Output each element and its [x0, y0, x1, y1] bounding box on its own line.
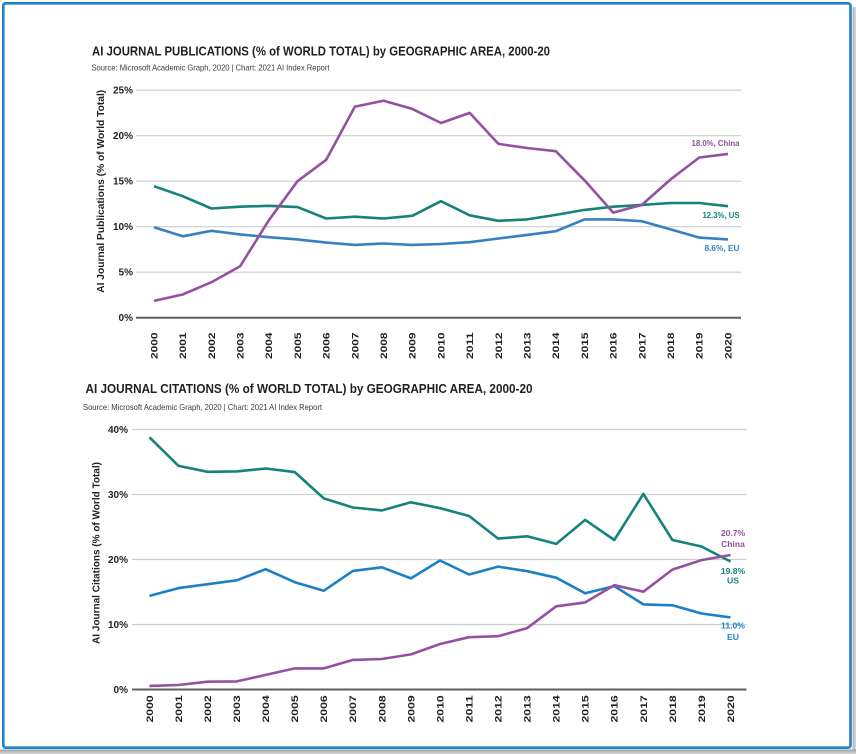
- svg-text:AI JOURNAL PUBLICATIONS (% of: AI JOURNAL PUBLICATIONS (% of WORLD TOTA…: [92, 45, 550, 59]
- svg-text:2007: 2007: [350, 333, 361, 360]
- svg-text:EU: EU: [727, 632, 739, 642]
- svg-text:2001: 2001: [178, 332, 189, 359]
- svg-text:Source: Microsoft Academic Gra: Source: Microsoft Academic Graph, 2020 |…: [92, 62, 331, 72]
- svg-text:2001: 2001: [174, 694, 185, 722]
- svg-text:2008: 2008: [377, 694, 388, 722]
- svg-text:2005: 2005: [290, 694, 301, 722]
- svg-text:AI Journal Publications (% of: AI Journal Publications (% of World Tota…: [96, 90, 107, 293]
- svg-text:2014: 2014: [552, 694, 563, 722]
- svg-text:2003: 2003: [232, 695, 243, 722]
- svg-text:2013: 2013: [523, 333, 534, 360]
- svg-text:2011: 2011: [465, 332, 476, 359]
- svg-text:2011: 2011: [464, 694, 475, 722]
- svg-text:2012: 2012: [494, 695, 505, 722]
- svg-text:11.0%: 11.0%: [721, 621, 745, 631]
- svg-text:19.8%: 19.8%: [721, 566, 746, 576]
- svg-text:20%: 20%: [113, 131, 133, 142]
- svg-text:2010: 2010: [436, 333, 447, 360]
- svg-text:25%: 25%: [113, 86, 133, 97]
- svg-text:2004: 2004: [261, 694, 272, 722]
- svg-text:20%: 20%: [108, 555, 128, 566]
- svg-text:20.7%: 20.7%: [721, 528, 746, 538]
- svg-text:15%: 15%: [113, 177, 133, 188]
- svg-text:AI Journal Citations (% of Wor: AI Journal Citations (% of World Total): [92, 462, 103, 644]
- svg-text:40%: 40%: [108, 425, 128, 436]
- svg-text:2006: 2006: [322, 333, 333, 360]
- svg-text:2013: 2013: [523, 695, 534, 722]
- svg-text:2004: 2004: [264, 332, 275, 359]
- svg-text:2018: 2018: [668, 694, 679, 722]
- svg-text:18.0%, China: 18.0%, China: [692, 138, 740, 148]
- svg-text:AI JOURNAL CITATIONS (% of WOR: AI JOURNAL CITATIONS (% of WORLD TOTAL) …: [86, 382, 533, 396]
- svg-text:2017: 2017: [637, 333, 648, 360]
- svg-text:2019: 2019: [697, 695, 708, 722]
- svg-text:0%: 0%: [114, 685, 129, 696]
- svg-text:0%: 0%: [119, 313, 134, 324]
- svg-text:2000: 2000: [145, 695, 156, 722]
- svg-text:10%: 10%: [113, 222, 133, 233]
- svg-text:2015: 2015: [580, 332, 591, 359]
- svg-text:2020: 2020: [726, 695, 737, 722]
- svg-text:2019: 2019: [695, 333, 706, 360]
- svg-text:8.6%, EU: 8.6%, EU: [705, 243, 740, 253]
- svg-text:2016: 2016: [610, 695, 621, 722]
- svg-text:2020: 2020: [723, 333, 734, 360]
- svg-text:2017: 2017: [639, 695, 650, 722]
- svg-text:12.3%, US: 12.3%, US: [703, 210, 740, 220]
- svg-text:2009: 2009: [408, 333, 419, 360]
- svg-text:2005: 2005: [293, 332, 304, 359]
- svg-text:2018: 2018: [666, 332, 677, 359]
- svg-text:2002: 2002: [203, 695, 214, 722]
- svg-text:2003: 2003: [236, 333, 247, 360]
- svg-text:2015: 2015: [581, 694, 592, 722]
- svg-text:30%: 30%: [108, 490, 128, 501]
- svg-text:2002: 2002: [207, 333, 218, 360]
- svg-text:Source: Microsoft Academic Gra: Source: Microsoft Academic Graph, 2020 |…: [83, 402, 323, 412]
- svg-text:2012: 2012: [494, 333, 505, 360]
- svg-text:2016: 2016: [609, 333, 620, 360]
- svg-text:2014: 2014: [551, 332, 562, 359]
- svg-text:2000: 2000: [149, 333, 160, 360]
- svg-text:China: China: [721, 539, 745, 549]
- svg-text:5%: 5%: [119, 268, 134, 279]
- svg-text:US: US: [727, 576, 739, 586]
- svg-text:10%: 10%: [108, 620, 128, 631]
- svg-text:2006: 2006: [319, 695, 330, 722]
- svg-text:2007: 2007: [348, 695, 359, 722]
- svg-text:2009: 2009: [406, 695, 417, 722]
- svg-text:2010: 2010: [435, 695, 446, 722]
- svg-text:2008: 2008: [379, 332, 390, 359]
